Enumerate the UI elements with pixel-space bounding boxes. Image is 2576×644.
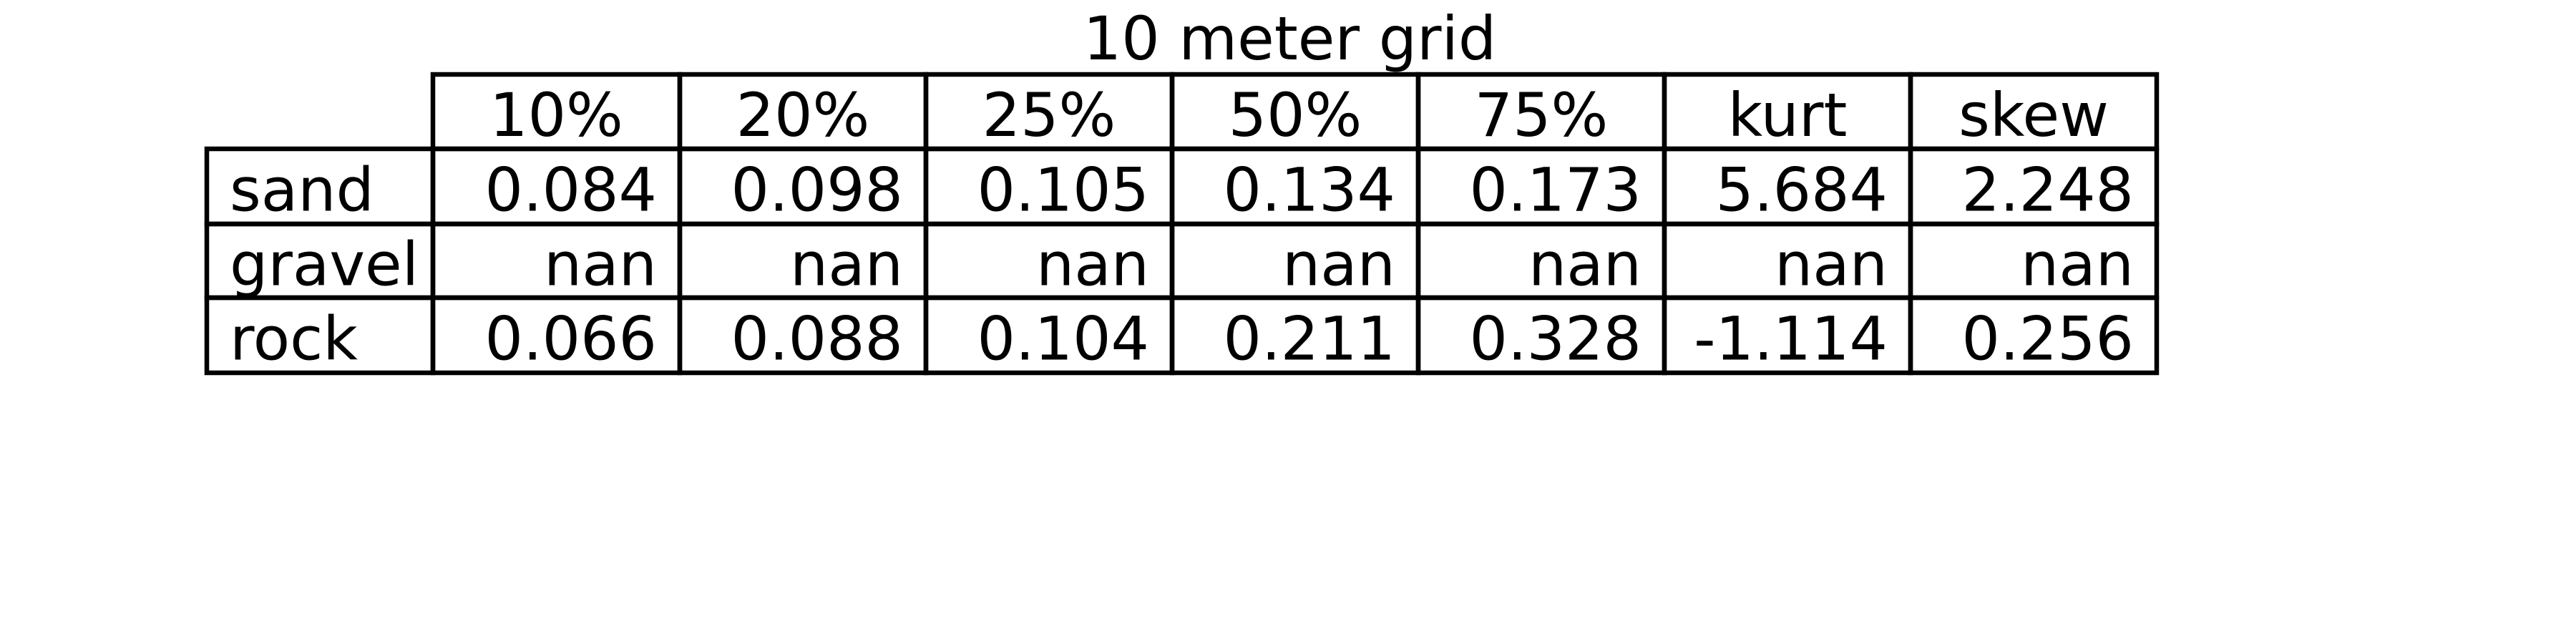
column-header: 10%	[489, 80, 623, 150]
row-label: rock	[230, 304, 358, 374]
table-cell-value: 0.134	[1224, 155, 1395, 225]
column-header: kurt	[1728, 80, 1848, 150]
row-label: sand	[230, 155, 374, 225]
column-header: 25%	[982, 80, 1116, 150]
table-cell	[1908, 295, 2160, 376]
table-cell-value: 0.105	[977, 155, 1149, 225]
table-cell-value: 0.098	[731, 155, 903, 225]
table-cell-value: 0.256	[1962, 304, 2134, 374]
chart-title: 10 meter grid	[1083, 4, 1497, 74]
table-cell-value: 0.088	[731, 304, 903, 374]
table-cell-value: 0.066	[485, 304, 657, 374]
column-header: 20%	[736, 80, 870, 150]
table-cell-value: 2.248	[1962, 155, 2134, 225]
column-header: skew	[1958, 80, 2109, 150]
table-cell-value: 0.084	[485, 155, 657, 225]
table-cell-value: nan	[790, 230, 903, 300]
column-header: 75%	[1475, 80, 1609, 150]
table-cell-value: nan	[1775, 230, 1888, 300]
table-cell-value: nan	[2021, 230, 2134, 300]
table-cell-value: 0.328	[1470, 304, 1641, 374]
table-cell-value: 0.173	[1470, 155, 1641, 225]
table-cell-value: -1.114	[1694, 304, 1888, 374]
table-cell-value: 0.211	[1224, 304, 1395, 374]
table-cell-value: nan	[1282, 230, 1395, 300]
table-cell-value: 0.104	[977, 304, 1149, 374]
column-header: 50%	[1229, 80, 1362, 150]
table-cell-value: 5.684	[1716, 155, 1888, 225]
table-cell-value: nan	[1528, 230, 1641, 300]
row-label: gravel	[230, 230, 419, 300]
table-cell-value: nan	[1036, 230, 1149, 300]
table-cell-value: nan	[544, 230, 657, 300]
